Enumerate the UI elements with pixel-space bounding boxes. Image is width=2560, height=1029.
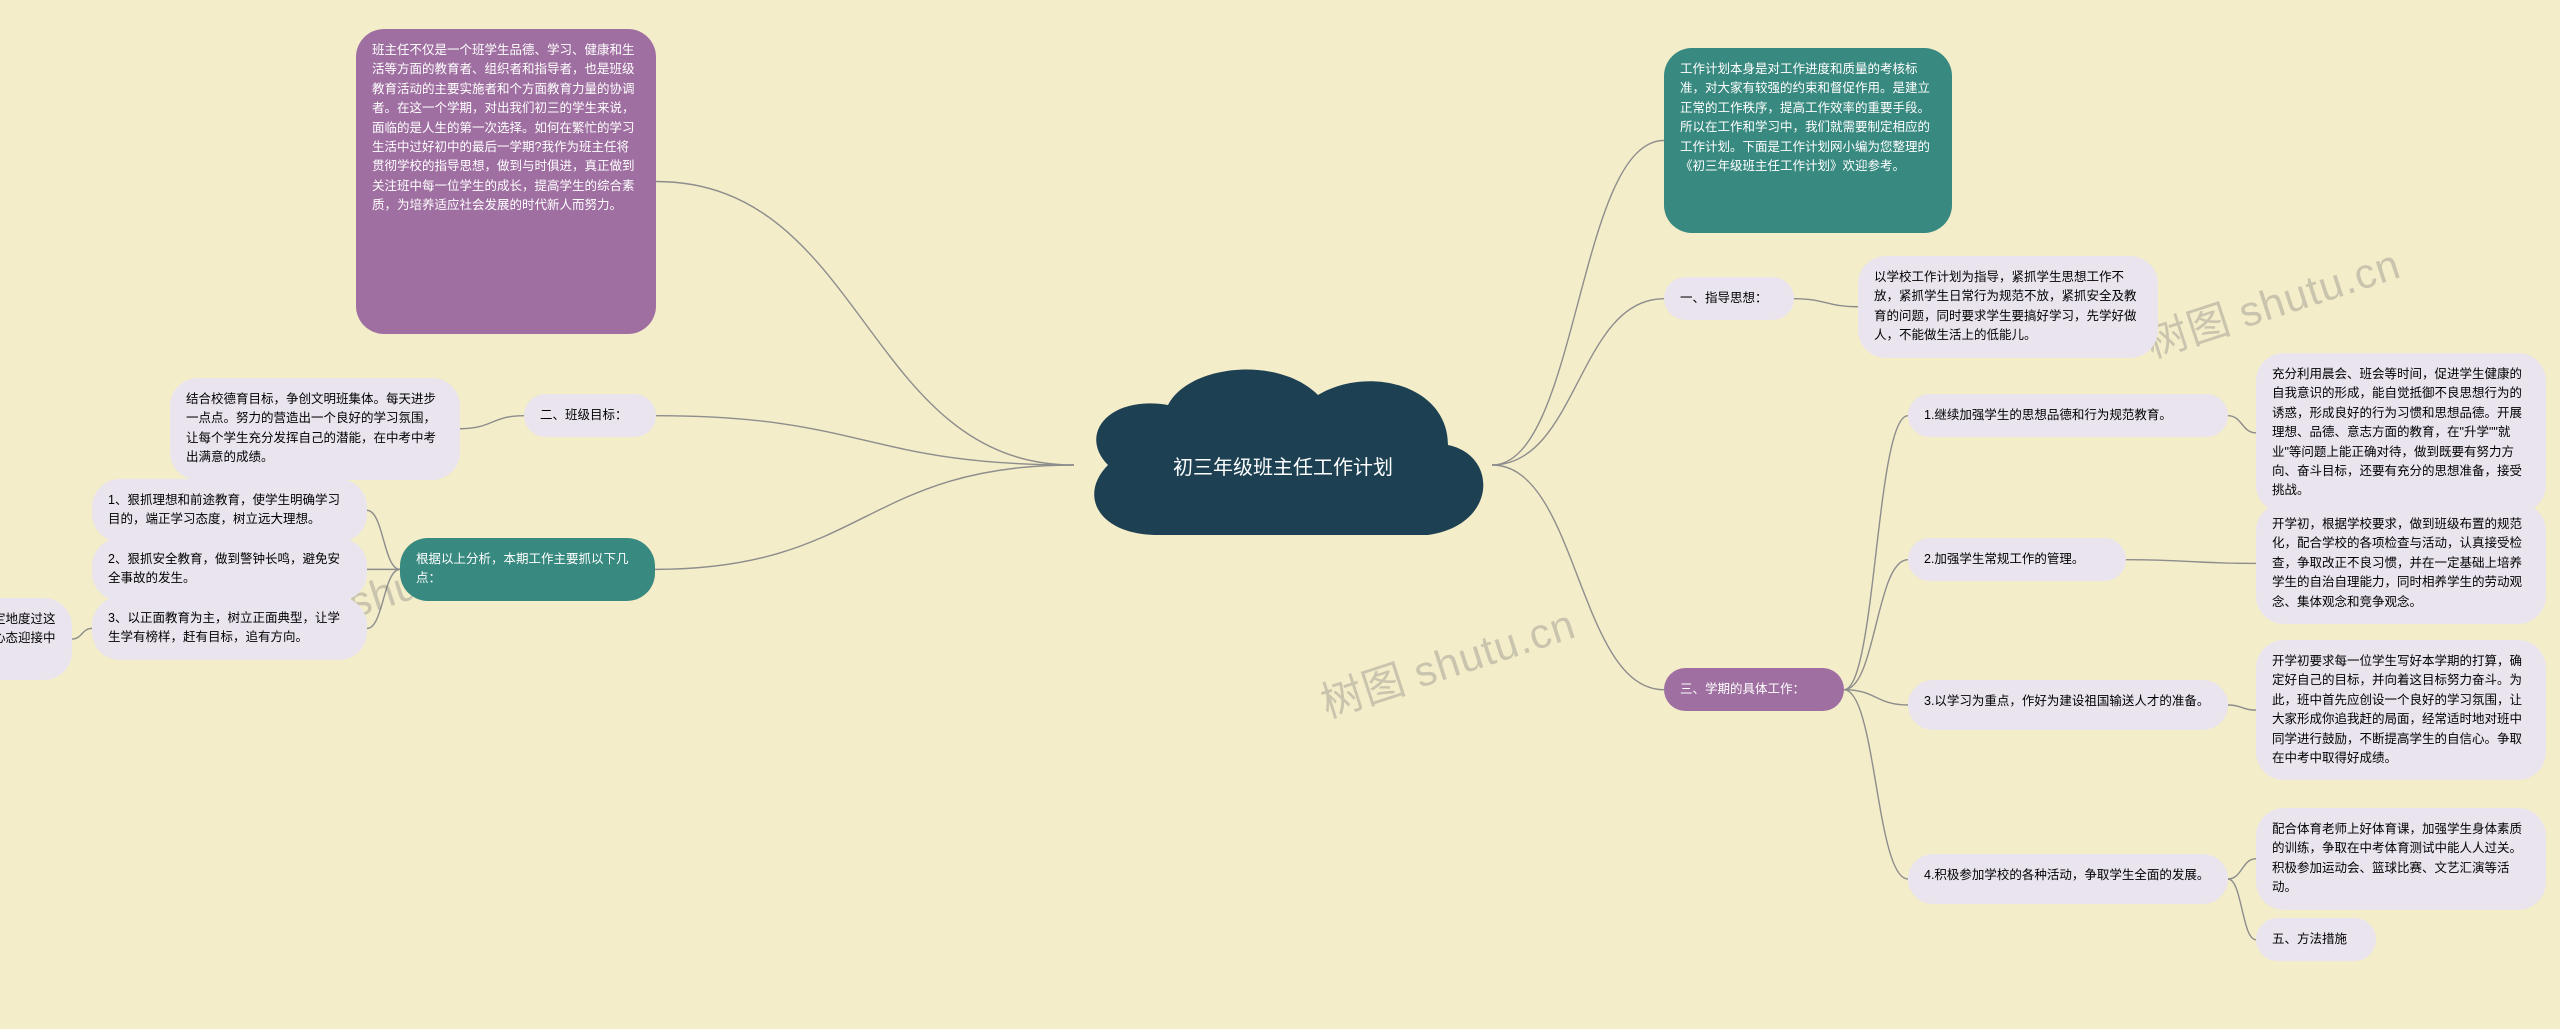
node-a2[interactable]: 2、狠抓安全教育，做到警钟长鸣，避免安全事故的发生。: [92, 538, 367, 601]
connector: [656, 182, 1074, 466]
connector: [2228, 879, 2256, 940]
node-sec3_1[interactable]: 1.继续加强学生的思想品德和行为规范教育。: [1908, 394, 2228, 437]
node-sec3_4_d[interactable]: 配合体育老师上好体育课，加强学生身体素质的训练，争取在中考体育测试中能人人过关。…: [2256, 808, 2546, 910]
connector: [2126, 560, 2256, 564]
node-sec3_4[interactable]: 4.积极参加学校的各种活动，争取学生全面的发展。: [1908, 854, 2228, 904]
connector: [2228, 859, 2256, 879]
connector: [1844, 690, 1908, 879]
connector: [1492, 141, 1664, 466]
node-a1[interactable]: 1、狠抓理想和前途教育，使学生明确学习目的，端正学习态度，树立远大理想。: [92, 479, 367, 542]
mindmap-stage: 初三年级班主任工作计划 树图 shutu.cn 树图 shutu.cn 树图 s…: [0, 0, 2560, 1029]
node-intro_right[interactable]: 工作计划本身是对工作进度和质量的考核标准，对大家有较强的约束和督促作用。是建立正…: [1664, 48, 1952, 233]
node-a3_d[interactable]: 总的来说，要力争在紧张中、稳定地度过这一冲刺期，让我的学生们以最佳心态迎接中考。: [0, 598, 72, 680]
connector: [1492, 465, 1664, 690]
node-intro_left[interactable]: 班主任不仅是一个班学生品德、学习、健康和生活等方面的教育者、组织者和指导者，也是…: [356, 29, 656, 334]
connector: [656, 416, 1074, 465]
node-sec3_3[interactable]: 3.以学习为重点，作好为建设祖国输送人才的准备。: [1908, 680, 2228, 730]
node-sec2[interactable]: 二、班级目标：: [524, 394, 656, 437]
connector: [1794, 299, 1858, 307]
node-sec3_1_d[interactable]: 充分利用晨会、班会等时间，促进学生健康的自我意识的形成，能自觉抵御不良思想行为的…: [2256, 353, 2546, 513]
connector: [460, 416, 524, 429]
connector: [1492, 299, 1664, 465]
node-sec1_detail[interactable]: 以学校工作计划为指导，紧抓学生思想工作不放，紧抓学生日常行为规范不放，紧抓安全及…: [1858, 256, 2158, 358]
connector: [72, 628, 92, 639]
node-sec2_d[interactable]: 结合校德育目标，争创文明班集体。每天进步一点点。努力的营造出一个良好的学习氛围，…: [170, 378, 460, 480]
node-sec3_2_d[interactable]: 开学初，根据学校要求，做到班级布置的规范化，配合学校的各项检查与活动，认真接受检…: [2256, 503, 2546, 624]
node-analysis[interactable]: 根据以上分析，本期工作主要抓以下几点：: [400, 538, 655, 601]
node-a3[interactable]: 3、以正面教育为主，树立正面典型，让学生学有榜样，赶有目标，追有方向。: [92, 597, 367, 660]
connector: [1844, 560, 1908, 690]
connector: [1844, 416, 1908, 690]
watermark: 树图 shutu.cn: [1312, 591, 1582, 731]
connector: [2228, 416, 2256, 433]
connector: [367, 569, 400, 628]
center-title[interactable]: 初三年级班主任工作计划: [1068, 451, 1498, 480]
connector: [2228, 705, 2256, 710]
connector: [367, 510, 400, 569]
connector: [655, 465, 1074, 569]
node-sec3_2[interactable]: 2.加强学生常规工作的管理。: [1908, 538, 2126, 581]
node-sec3[interactable]: 三、学期的具体工作：: [1664, 668, 1844, 711]
connector: [1844, 690, 1908, 705]
watermark: 树图 shutu.cn: [2137, 231, 2407, 371]
node-sec3_4_e[interactable]: 五、方法措施: [2256, 918, 2376, 961]
node-sec3_3_d[interactable]: 开学初要求每一位学生写好本学期的打算，确定好自己的目标，并向着这目标努力奋斗。为…: [2256, 640, 2546, 780]
node-sec1[interactable]: 一、指导思想：: [1664, 277, 1794, 320]
